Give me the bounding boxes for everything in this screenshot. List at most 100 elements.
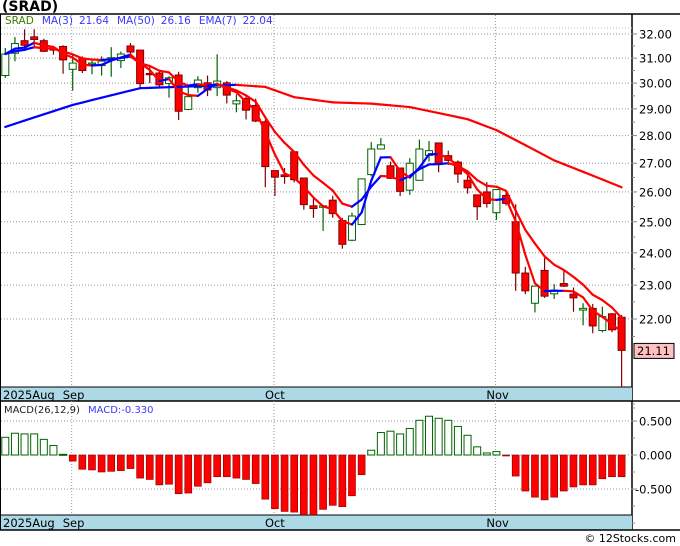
ema7-line-segment (524, 228, 537, 245)
month-label: Oct (265, 516, 285, 530)
candle-body (473, 194, 482, 208)
macd-bar (290, 454, 299, 513)
candle (319, 205, 328, 231)
ma50-line-segment (495, 129, 508, 137)
macd-bar (463, 434, 472, 456)
ema7-line-segment (350, 198, 363, 208)
candle-body (376, 144, 385, 150)
ma3-line-segment (71, 56, 84, 66)
ma3-line-segment (408, 166, 421, 179)
ma3-line-segment (254, 109, 267, 134)
price-tick-label: 26.00 (639, 185, 672, 199)
candle (376, 138, 385, 150)
ma3-line-segment (466, 172, 479, 191)
ma3-line-segment (418, 153, 431, 169)
candle-body (540, 269, 549, 297)
ma3-line-segment (312, 196, 325, 208)
ema7-line-segment (187, 83, 199, 87)
candle-body (155, 72, 164, 86)
ma3-line-segment (533, 282, 546, 293)
candle-body (521, 272, 530, 292)
ma50-line-segment (399, 105, 411, 109)
candle (492, 189, 501, 220)
ema7-line (4, 46, 623, 320)
candle-body (270, 170, 279, 178)
ema7-line-segment (553, 263, 565, 272)
macd-bar (492, 451, 501, 456)
ma3-line-segment (42, 44, 55, 49)
ma3-line-segment (321, 205, 334, 211)
macd-bar (10, 432, 19, 456)
price-tick-label: 32.00 (639, 28, 672, 42)
macd-bar (251, 454, 260, 484)
macd-bar (415, 419, 424, 456)
macd-legend: MACD(26,12,9) MACD:-0.330 (4, 405, 154, 416)
ma3-line-segment (447, 156, 460, 167)
macd-bar (579, 454, 587, 486)
ma50-line-segment (90, 96, 103, 102)
candle-body (87, 62, 96, 65)
candle-body (20, 40, 29, 46)
ma3-line-segment (572, 290, 585, 299)
ma3-line-segment (196, 87, 209, 97)
candle (463, 175, 472, 194)
candle (232, 94, 241, 113)
candle-body (261, 121, 270, 168)
ema7-line-segment (370, 174, 382, 188)
ma3-line-segment (187, 93, 199, 97)
last-price-label: 21.11 (637, 344, 670, 358)
macd-bar (59, 453, 68, 456)
macd-bar (30, 433, 39, 456)
candle (347, 212, 356, 242)
candle (116, 51, 125, 69)
macd-bar (213, 454, 221, 478)
candle-body (299, 177, 308, 206)
macd-bar (232, 454, 241, 479)
ma50-line-segment (437, 111, 450, 117)
macd-bar (97, 454, 106, 473)
ema7-line-segment (418, 163, 431, 171)
macd-bar (203, 454, 212, 484)
ema7-line-segment (514, 209, 527, 231)
macd-bar (425, 415, 434, 456)
ma3-line-segment (485, 198, 498, 201)
legend-ma50-value: 26.16 (161, 15, 191, 27)
macd-bar (39, 438, 48, 456)
ma3-line-segment (601, 315, 614, 326)
ema7-line-segment (341, 202, 354, 208)
ma3-line-segment (360, 179, 373, 214)
ema7-line-segment (158, 69, 171, 74)
ma3-line-segment (293, 176, 305, 188)
ema7-line-segment (485, 184, 498, 188)
ma50-line-segment (312, 98, 325, 103)
ma50-line-segment (244, 84, 257, 88)
ma3-line-segment (100, 59, 113, 66)
ma50-line-segment (254, 85, 267, 89)
ma3-line-segment (235, 91, 248, 104)
macd-bar (271, 454, 279, 510)
ema7-line-segment (572, 275, 585, 286)
ma3-line-segment (216, 82, 228, 90)
macd-bar (540, 454, 549, 501)
ma3-line-segment (158, 77, 171, 83)
ema7-line-segment (495, 185, 508, 192)
price-plot (1, 29, 626, 387)
ma3-line-segment (264, 131, 277, 156)
month-label: Sep (63, 516, 85, 530)
macd-bar (1, 436, 10, 456)
candle (68, 54, 77, 91)
candle (270, 170, 279, 197)
macd-bar (319, 454, 327, 510)
candle-body (1, 53, 10, 77)
ma50-line-segment (293, 96, 305, 100)
macd-bar (357, 454, 366, 476)
candle-body (232, 100, 241, 105)
macd-bar (165, 454, 173, 485)
candle (20, 29, 29, 50)
macd-bar (49, 444, 58, 456)
ma50-line-segment (418, 107, 431, 113)
candle (579, 303, 588, 326)
ema7-line-segment (81, 57, 94, 61)
ma3-line-segment (437, 153, 450, 160)
